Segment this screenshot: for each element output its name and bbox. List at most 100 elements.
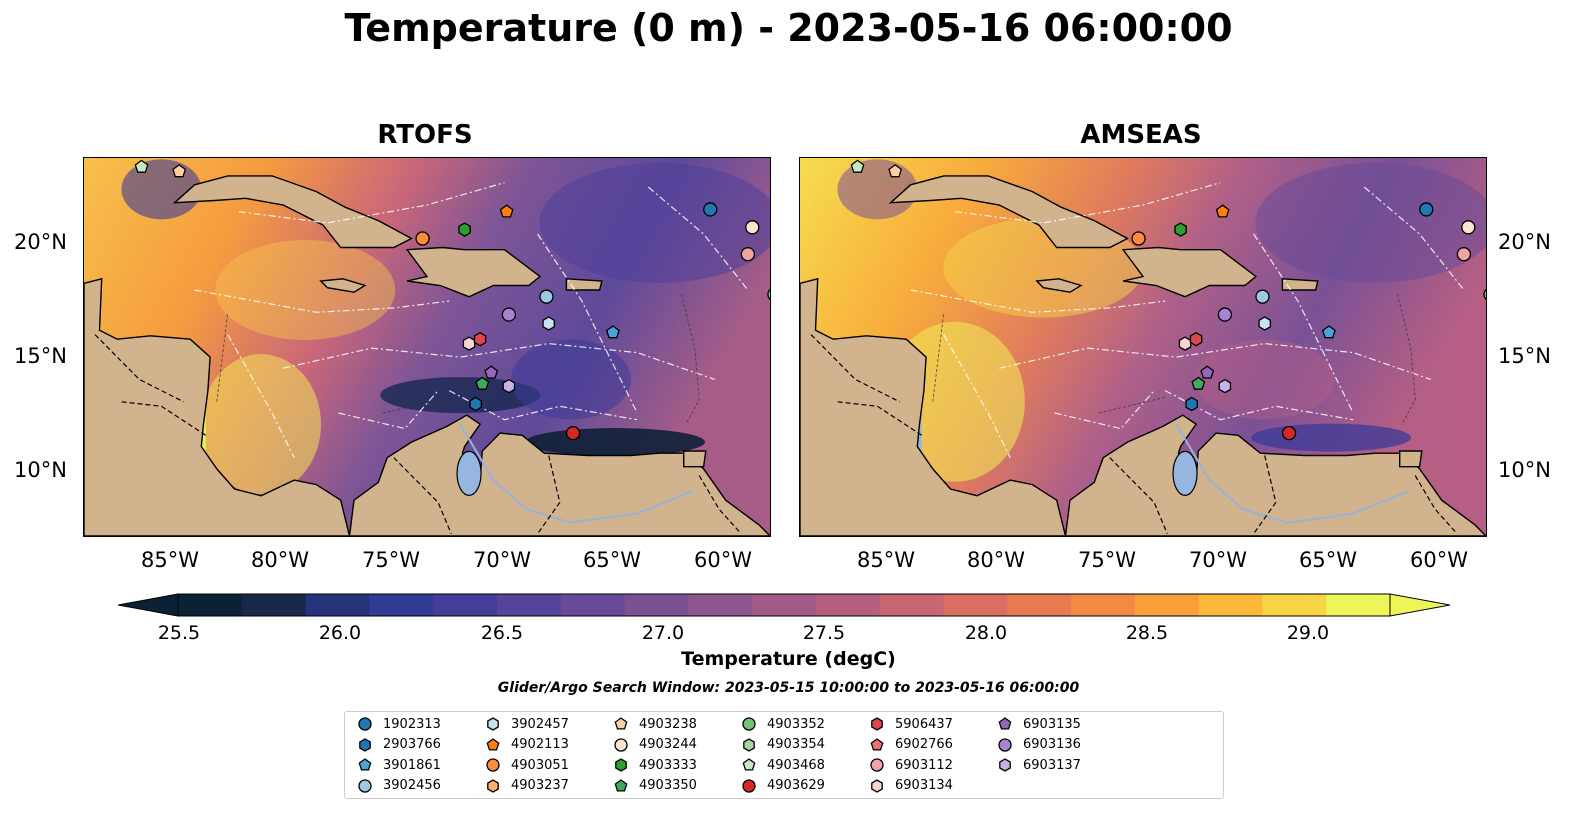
float-marker-3902456[interactable] bbox=[539, 289, 554, 304]
float-marker-4903238[interactable] bbox=[172, 164, 187, 178]
temperature-anomaly-patch bbox=[1255, 162, 1486, 283]
legend-item-4902113: 4902113 bbox=[485, 737, 569, 753]
lon-label-70w-rtofs: 70°W bbox=[473, 548, 531, 572]
float-marker-4903350[interactable] bbox=[475, 376, 490, 390]
float-marker-4903051[interactable] bbox=[1131, 231, 1146, 246]
map-rtofs[interactable] bbox=[83, 157, 771, 537]
float-marker-4903352[interactable] bbox=[767, 288, 770, 301]
landmass-hispaniola bbox=[1121, 246, 1258, 298]
landmass-trinidad bbox=[683, 450, 707, 468]
float-marker-4903629[interactable] bbox=[565, 425, 581, 441]
float-marker-4902113[interactable] bbox=[1215, 204, 1230, 218]
float-marker-2903766[interactable] bbox=[469, 396, 482, 412]
lat-label-10n-left: 10°N bbox=[14, 458, 67, 482]
country-border bbox=[94, 334, 184, 403]
panel-title-amseas: AMSEAS bbox=[1080, 120, 1202, 150]
lon-label-65w-rtofs: 65°W bbox=[583, 548, 641, 572]
float-marker-6903137[interactable] bbox=[502, 378, 516, 394]
float-marker-3902457[interactable] bbox=[1258, 316, 1271, 331]
legend-item-3902456: 3902456 bbox=[357, 778, 441, 794]
map-amseas[interactable] bbox=[799, 157, 1487, 537]
legend-marker-icon bbox=[870, 737, 884, 751]
colorbar-bin bbox=[815, 594, 881, 616]
float-marker-4902113[interactable] bbox=[499, 204, 514, 218]
float-marker-4903244[interactable] bbox=[745, 220, 760, 235]
float-marker-4903333[interactable] bbox=[458, 222, 471, 237]
landmass-jamaica bbox=[319, 278, 367, 293]
depth-contour bbox=[1098, 396, 1166, 414]
float-marker-6903134[interactable] bbox=[462, 336, 476, 351]
lat-label-20n-left: 20°N bbox=[14, 230, 67, 254]
country-border bbox=[537, 455, 561, 535]
legend-marker-icon bbox=[998, 737, 1012, 752]
float-marker-3901861[interactable] bbox=[1321, 325, 1336, 339]
lat-label-15n-right: 15°N bbox=[1498, 344, 1551, 368]
landmass-southam bbox=[348, 414, 770, 536]
lon-label-80w-amseas: 80°W bbox=[967, 548, 1025, 572]
map-canvas bbox=[84, 158, 770, 536]
temperature-anomaly-patch bbox=[1194, 339, 1335, 420]
float-marker-1902313[interactable] bbox=[1419, 202, 1434, 217]
lat-label-15n-left: 15°N bbox=[14, 344, 67, 368]
float-marker-4903238[interactable] bbox=[888, 164, 903, 178]
legend-label: 4903468 bbox=[767, 757, 825, 773]
landmass-central bbox=[800, 277, 1067, 536]
float-marker-4903350[interactable] bbox=[1191, 376, 1206, 390]
lon-label-65w-amseas: 65°W bbox=[1299, 548, 1357, 572]
colorbar-extend-high bbox=[1389, 593, 1451, 617]
lake-maracaibo bbox=[1172, 450, 1198, 496]
colorbar-tick-275: 27.5 bbox=[802, 622, 846, 644]
float-marker-3901861[interactable] bbox=[605, 325, 620, 339]
float-marker-6903135[interactable] bbox=[484, 365, 499, 379]
float-marker-2903766[interactable] bbox=[1185, 396, 1198, 412]
colorbar-bin bbox=[369, 594, 434, 616]
colorbar bbox=[117, 590, 1451, 620]
legend-marker-icon bbox=[358, 778, 372, 793]
legend-item-4903629: 4903629 bbox=[741, 778, 825, 794]
legend-marker-icon bbox=[871, 717, 883, 731]
float-marker-3902456[interactable] bbox=[1255, 289, 1270, 304]
float-marker-4903051[interactable] bbox=[415, 231, 430, 246]
lon-label-75w-amseas: 75°W bbox=[1078, 548, 1136, 572]
legend-label: 3901861 bbox=[383, 757, 441, 773]
eez-boundary bbox=[1054, 390, 1155, 430]
eez-boundary bbox=[910, 289, 1166, 313]
float-marker-6903112[interactable] bbox=[1456, 247, 1472, 262]
float-marker-6903136[interactable] bbox=[1217, 307, 1233, 322]
float-marker-1902313[interactable] bbox=[703, 202, 718, 217]
float-marker-4903244[interactable] bbox=[1461, 220, 1476, 235]
eez-boundary bbox=[227, 334, 295, 458]
float-marker-6903136[interactable] bbox=[501, 307, 517, 322]
eez-boundary bbox=[238, 182, 505, 224]
landmass-cuba bbox=[888, 175, 1130, 249]
legend-item-4903333: 4903333 bbox=[613, 757, 697, 773]
colorbar-bin bbox=[879, 594, 944, 616]
country-border bbox=[810, 334, 900, 403]
lon-label-85w-amseas: 85°W bbox=[857, 548, 915, 572]
temperature-anomaly-patch bbox=[539, 162, 770, 283]
colorbar-tick-260: 26.0 bbox=[318, 622, 362, 644]
landmass-central bbox=[84, 277, 351, 536]
float-marker-6903135[interactable] bbox=[1200, 365, 1215, 379]
colorbar-tick-290: 29.0 bbox=[1286, 622, 1330, 644]
panel-title-rtofs: RTOFS bbox=[377, 120, 473, 150]
colorbar-bin bbox=[496, 594, 562, 616]
float-marker-6903137[interactable] bbox=[1218, 378, 1232, 394]
float-marker-4903352[interactable] bbox=[1483, 288, 1486, 301]
legend-marker-icon bbox=[487, 778, 499, 793]
float-marker-6903112[interactable] bbox=[740, 247, 756, 262]
lon-label-80w-rtofs: 80°W bbox=[251, 548, 309, 572]
legend-item-6903137: 6903137 bbox=[997, 757, 1081, 773]
legend-label: 3902457 bbox=[511, 716, 569, 732]
depth-contour bbox=[1397, 294, 1416, 425]
float-marker-5906437[interactable] bbox=[473, 331, 487, 347]
float-marker-3902457[interactable] bbox=[542, 316, 555, 331]
float-marker-6903134[interactable] bbox=[1178, 336, 1192, 351]
float-marker-5906437[interactable] bbox=[1189, 331, 1203, 347]
float-marker-4903468[interactable] bbox=[850, 159, 865, 173]
colorbar-bin bbox=[178, 594, 243, 616]
float-marker-4903629[interactable] bbox=[1281, 425, 1297, 441]
float-marker-4903333[interactable] bbox=[1174, 222, 1187, 237]
lake-maracaibo bbox=[456, 450, 482, 496]
float-marker-4903468[interactable] bbox=[134, 159, 149, 173]
